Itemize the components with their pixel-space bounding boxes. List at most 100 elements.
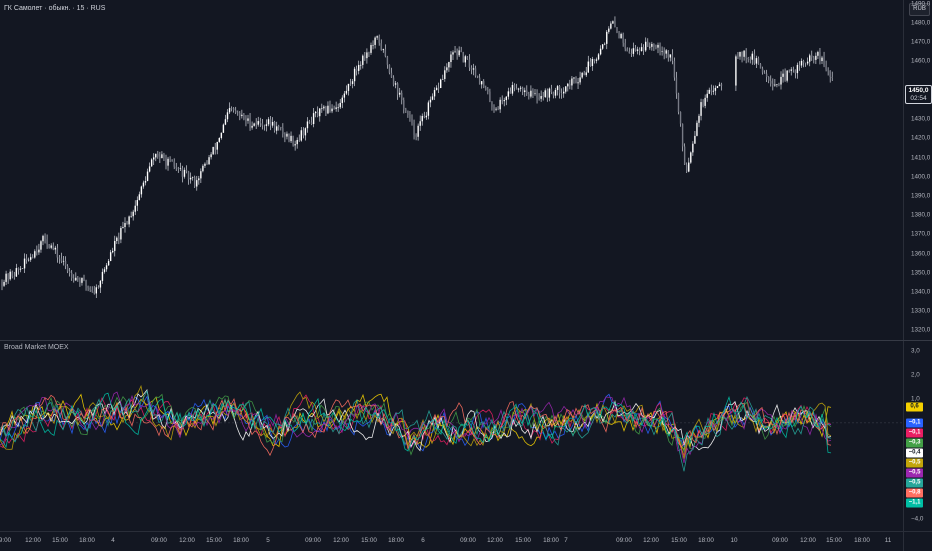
candle[interactable] (112, 247, 114, 254)
candle[interactable] (79, 277, 81, 287)
candle[interactable] (73, 274, 75, 283)
candle[interactable] (763, 70, 766, 74)
candle[interactable] (376, 35, 378, 40)
candle[interactable] (177, 166, 179, 173)
candle[interactable] (105, 262, 108, 272)
candle[interactable] (524, 87, 526, 97)
candle[interactable] (573, 77, 575, 84)
candle[interactable] (825, 60, 827, 72)
candle[interactable] (321, 103, 323, 113)
candle[interactable] (210, 152, 212, 160)
candle[interactable] (249, 113, 251, 131)
candle[interactable] (214, 142, 216, 155)
candle[interactable] (823, 51, 825, 68)
candle[interactable] (452, 50, 454, 61)
candle[interactable] (60, 252, 63, 264)
candle[interactable] (821, 55, 823, 64)
candle[interactable] (534, 88, 536, 96)
candle[interactable] (329, 100, 331, 113)
candle[interactable] (782, 69, 784, 83)
candlestick-chart[interactable] (0, 0, 903, 340)
candle[interactable] (52, 242, 54, 251)
candle[interactable] (325, 105, 327, 117)
candle[interactable] (612, 20, 614, 25)
candle[interactable] (714, 85, 717, 96)
candle[interactable] (784, 68, 786, 82)
candle[interactable] (107, 259, 110, 266)
candle[interactable] (593, 58, 596, 64)
candle[interactable] (829, 70, 831, 83)
candle[interactable] (761, 66, 764, 75)
candle[interactable] (167, 156, 169, 171)
candle[interactable] (640, 43, 643, 52)
candle[interactable] (407, 110, 409, 118)
candle[interactable] (140, 185, 143, 198)
candle[interactable] (146, 168, 149, 182)
candle[interactable] (11, 270, 13, 279)
candle[interactable] (56, 243, 59, 263)
candle[interactable] (218, 137, 220, 143)
candle[interactable] (273, 120, 276, 133)
candle[interactable] (679, 111, 682, 127)
candle[interactable] (294, 140, 296, 151)
candle[interactable] (460, 46, 462, 53)
candle[interactable] (288, 133, 290, 143)
candle[interactable] (454, 46, 456, 53)
candle[interactable] (581, 71, 583, 79)
candle[interactable] (304, 127, 307, 141)
candle[interactable] (23, 253, 26, 273)
candle[interactable] (312, 108, 315, 128)
candle[interactable] (17, 267, 20, 275)
candle[interactable] (360, 61, 362, 70)
candle[interactable] (768, 76, 770, 84)
candle[interactable] (232, 107, 235, 113)
candle[interactable] (587, 55, 589, 74)
candle[interactable] (579, 71, 581, 85)
candle[interactable] (755, 55, 758, 68)
candle[interactable] (226, 109, 229, 123)
candle[interactable] (468, 54, 471, 72)
candle[interactable] (378, 34, 380, 46)
indicator-series-line[interactable] (0, 393, 832, 452)
candle[interactable] (87, 285, 89, 292)
candle[interactable] (30, 253, 32, 262)
candle[interactable] (253, 122, 255, 127)
candle[interactable] (780, 71, 782, 90)
candle[interactable] (597, 52, 600, 61)
candle[interactable] (284, 132, 286, 143)
candle[interactable] (415, 133, 417, 141)
candle[interactable] (239, 111, 241, 121)
candle[interactable] (194, 175, 196, 188)
candle[interactable] (42, 234, 44, 246)
candle[interactable] (569, 79, 571, 90)
candle[interactable] (247, 114, 249, 124)
candle[interactable] (481, 81, 483, 89)
candle[interactable] (54, 245, 56, 254)
candle[interactable] (7, 273, 9, 284)
candle[interactable] (120, 225, 122, 244)
candle[interactable] (718, 82, 721, 87)
candle[interactable] (187, 170, 190, 185)
candle[interactable] (532, 88, 534, 98)
candle[interactable] (706, 89, 708, 102)
candle[interactable] (544, 88, 546, 98)
candle[interactable] (444, 66, 446, 82)
candle[interactable] (536, 89, 538, 104)
candle[interactable] (413, 119, 415, 140)
candle[interactable] (450, 51, 452, 68)
candle[interactable] (790, 67, 792, 76)
candle[interactable] (230, 106, 233, 112)
candle[interactable] (138, 191, 141, 201)
candle[interactable] (642, 44, 645, 55)
candle[interactable] (5, 270, 7, 285)
candle[interactable] (364, 51, 366, 61)
candle[interactable] (757, 56, 760, 65)
candle[interactable] (507, 87, 510, 100)
candle[interactable] (811, 50, 813, 61)
candle[interactable] (269, 116, 272, 131)
candle[interactable] (700, 98, 702, 121)
candle[interactable] (261, 119, 264, 130)
candle[interactable] (485, 85, 487, 91)
indicator-series-line[interactable] (0, 391, 832, 463)
candle[interactable] (150, 158, 153, 167)
